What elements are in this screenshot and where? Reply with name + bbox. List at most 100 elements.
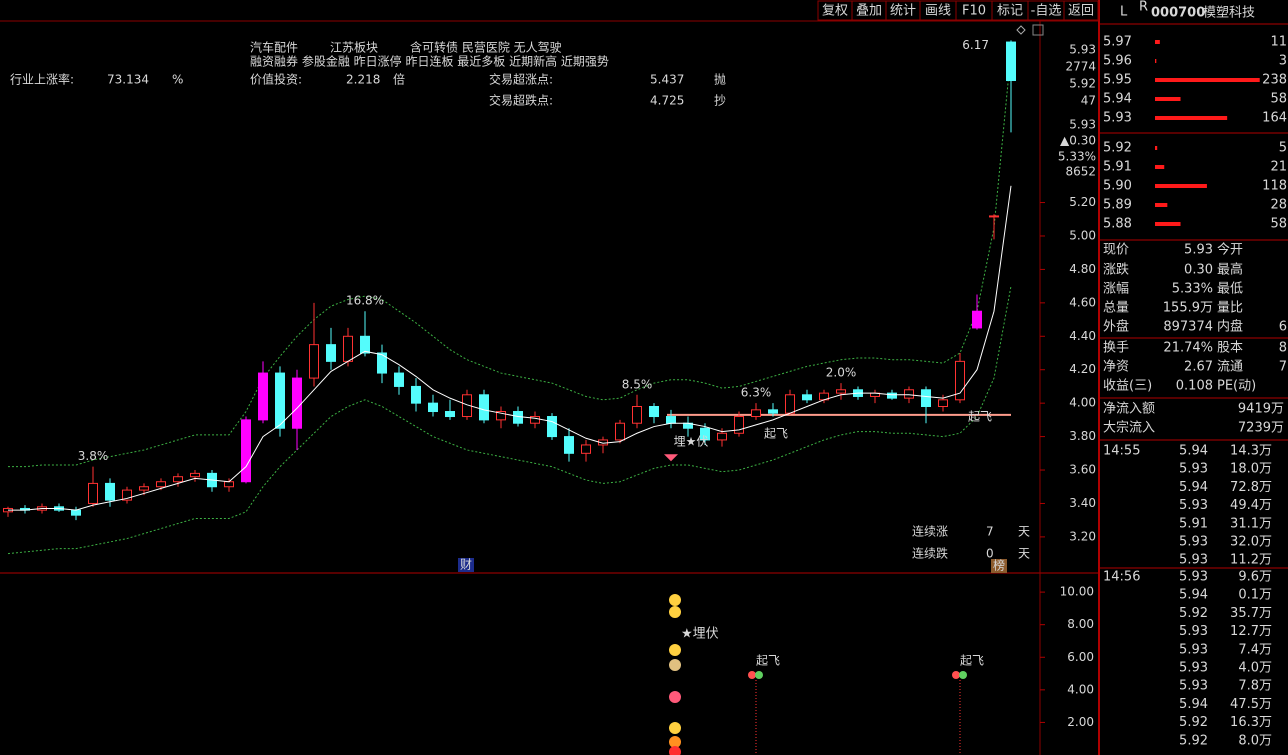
candle-body <box>785 394 795 414</box>
stock-code: 000700 <box>1151 6 1205 21</box>
candle-body <box>564 436 574 454</box>
candle-body <box>394 372 404 387</box>
book-volume: 118 <box>1262 179 1287 194</box>
y-tick-label: 3.40 <box>1069 496 1096 510</box>
candle-body <box>751 409 761 418</box>
tick-price: 5.93 <box>1179 661 1208 676</box>
tick-time: 14:55 <box>1103 444 1140 459</box>
y-tick-label: 4.40 <box>1069 329 1096 343</box>
toolbar-button[interactable] <box>1063 0 1099 21</box>
peak-label: 16.8% <box>346 294 384 308</box>
rank-marker: 榜 <box>993 558 1005 573</box>
tick-volume: 7.4万 <box>1238 642 1272 657</box>
concept-tag: 汽车配件 <box>250 40 298 55</box>
candle-body <box>530 416 540 424</box>
candle-body <box>938 399 948 407</box>
candle-body <box>105 482 115 501</box>
toolbar-label: F10 <box>962 4 986 19</box>
book-bar <box>1155 59 1157 63</box>
toolbar-label: 画线 <box>925 4 951 19</box>
finance-marker: 财 <box>460 558 472 572</box>
book-bar <box>1155 146 1158 150</box>
tick-volume: 8.0万 <box>1238 733 1272 748</box>
quote-label: 换手 <box>1103 341 1129 356</box>
tick-price: 5.93 <box>1179 624 1208 639</box>
y-tick-label: 4.00 <box>1069 396 1096 410</box>
finance-marker-box <box>458 558 474 572</box>
book-volume: 238 <box>1262 73 1287 88</box>
book-price: 5.96 <box>1103 54 1132 69</box>
side-label: 8652 <box>1065 165 1096 179</box>
streak-unit: 天 <box>1018 547 1030 561</box>
signal-icon <box>669 644 681 656</box>
indicator-value: 4.725 <box>650 94 684 108</box>
flow-label: 大宗流入 <box>1103 420 1155 436</box>
candle-body <box>360 335 370 354</box>
concept-tags: 融资融券 参股金融 昨日涨停 昨日连板 最近多板 近期新高 近期强势 <box>250 54 609 69</box>
peak-label: 2.0% <box>826 366 857 380</box>
rank-marker-box <box>991 559 1007 573</box>
candle-body <box>904 389 914 399</box>
upper-band <box>8 52 1012 468</box>
tick-volume: 14.3万 <box>1230 444 1272 459</box>
book-price: 5.92 <box>1103 141 1132 156</box>
signal-label: 埋★伏 <box>674 435 709 449</box>
tick-volume: 16.3万 <box>1230 715 1272 730</box>
quote-value: 6 <box>1279 320 1287 335</box>
book-volume: 28 <box>1270 198 1287 213</box>
tick-volume: 31.1万 <box>1230 516 1272 531</box>
tick-price: 5.92 <box>1179 715 1208 730</box>
streak-unit: 天 <box>1018 525 1030 539</box>
side-label: 5.93 <box>1069 43 1096 57</box>
book-bar <box>1155 165 1165 169</box>
quote-label: 量比 <box>1217 301 1243 316</box>
signal-label: 起飞 <box>764 426 788 440</box>
book-volume: 21 <box>1270 160 1287 175</box>
quote-label: PE(动) <box>1217 379 1256 394</box>
candle-body <box>513 411 523 424</box>
candle-body <box>309 344 319 379</box>
tick-volume: 47.5万 <box>1230 697 1272 712</box>
tick-price: 5.93 <box>1179 553 1208 568</box>
book-price: 5.93 <box>1103 111 1132 126</box>
tick-price: 5.94 <box>1179 588 1208 603</box>
candle-body <box>632 405 642 424</box>
quote-value: 8 <box>1279 341 1287 356</box>
quote-value: 5.33% <box>1172 282 1213 297</box>
y-tick-label: 2.00 <box>1067 715 1094 729</box>
signal-label: 起飞 <box>756 654 780 668</box>
signal-icon <box>669 594 681 606</box>
peak-label: 6.3% <box>741 386 772 400</box>
candle-body <box>377 352 387 374</box>
signal-icon <box>755 671 763 679</box>
quote-label: 最低 <box>1217 282 1243 297</box>
y-tick-label: 5.00 <box>1069 228 1096 242</box>
toolbar-label: 复权 <box>822 3 848 19</box>
quote-value: 5.93 <box>1184 243 1213 258</box>
quote-value: 0.30 <box>1184 263 1213 278</box>
flag: R <box>1139 0 1148 15</box>
peak-label: 8.5% <box>622 377 653 391</box>
book-price: 5.97 <box>1103 35 1132 50</box>
candle-body <box>428 402 438 413</box>
moving-average <box>8 185 1012 511</box>
book-price: 5.94 <box>1103 92 1132 107</box>
tick-price: 5.92 <box>1179 733 1208 748</box>
candle-body <box>734 416 744 434</box>
book-volume: 3 <box>1279 54 1287 69</box>
quote-value: 897374 <box>1163 320 1213 335</box>
signal-icon <box>959 671 967 679</box>
indicator-value: 2.218 <box>346 73 380 87</box>
candle-body <box>411 385 421 404</box>
quote-value: 2.67 <box>1184 360 1213 375</box>
quote-label: 内盘 <box>1217 319 1243 335</box>
quote-label: 涨跌 <box>1103 262 1129 278</box>
streak-label: 连续涨 <box>912 524 948 539</box>
side-label: 5.93 <box>1069 118 1096 132</box>
quote-value: 155.9万 <box>1163 301 1213 316</box>
candle-body <box>802 394 812 401</box>
indicator-label: 价值投资: <box>250 72 302 87</box>
streak-value: 7 <box>986 525 994 539</box>
signal-icon <box>669 691 681 703</box>
